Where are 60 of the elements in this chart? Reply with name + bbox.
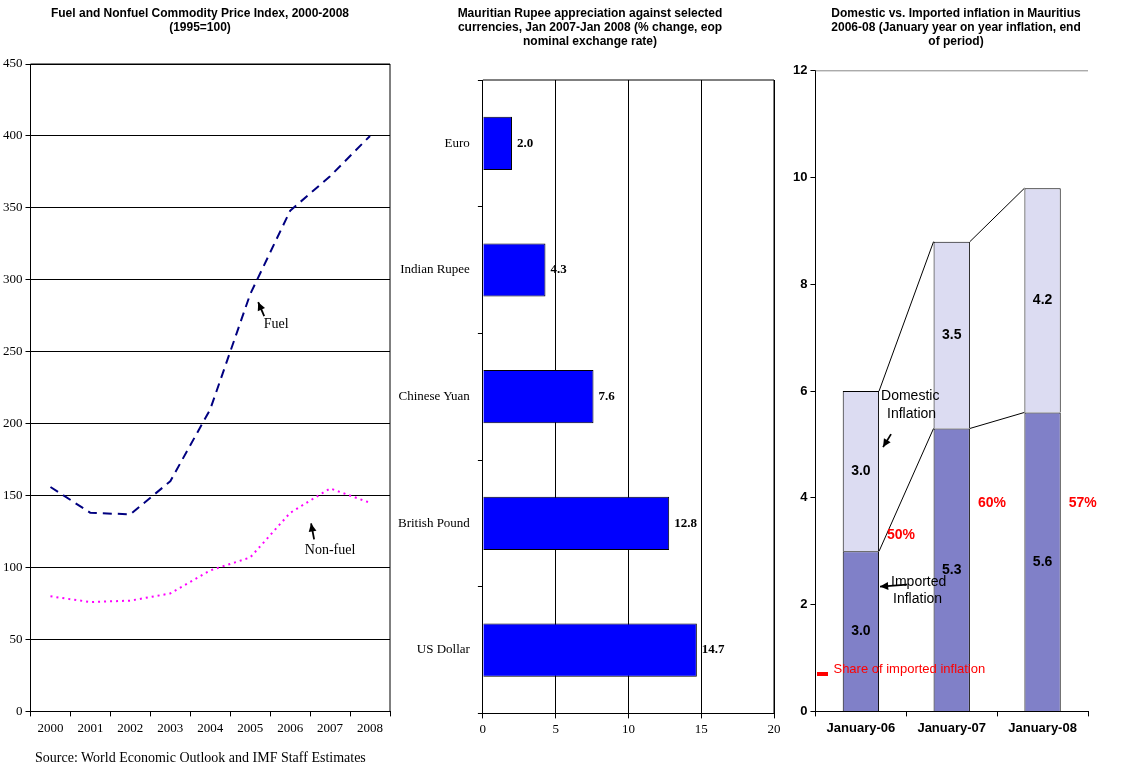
y-tick-label: 300 [3,271,23,287]
annotation: 57% [1068,494,1098,511]
y-tick-label: 200 [3,415,23,431]
x-tick-label: 2000 [37,719,64,735]
x-tick-label: 2004 [197,719,224,735]
line-series [49,134,372,516]
y-tick-label: 8 [800,275,808,291]
x-tick-label: 2003 [157,719,184,735]
y-tick-label: Chinese Yuan [398,388,471,404]
series-label: Fuel [263,315,289,331]
x-tick-label: January-08 [1008,719,1077,735]
x-tick-label: 15 [694,720,708,736]
y-tick-label: 50 [9,630,23,646]
data-label: 12.8 [674,514,698,530]
y-tick-label: 4 [800,489,809,505]
x-tick-label: 2008 [357,719,384,735]
data-label: 3.0 [851,621,871,638]
series-label: Imported Inflation [891,573,947,607]
x-tick-label: 0 [479,720,487,736]
y-tick-label: US Dollar [416,641,471,657]
y-tick-label: 350 [3,199,23,215]
data-label: 3.0 [851,462,871,479]
x-tick-label: January-06 [826,719,896,735]
y-tick-label: 0 [16,702,23,718]
y-tick-label: 250 [3,343,23,359]
annotation: 60% [977,494,1007,511]
chart-title: Domestic vs. Imported inflation in Mauritius 2006-08 (January year on year inflation, end of period) [830,6,1082,48]
data-label: 5.6 [1032,552,1053,569]
y-tick-label: 450 [3,55,23,71]
y-tick-label: 2 [800,596,808,612]
chart-title: Fuel and Nonfuel Commodity Price Index, 2000-2008 (1995=100) [49,6,351,34]
chart-title: Mauritian Rupee appreciation against selected currencies, Jan 2007-Jan 2008 (% change, eop nominal exchange rate) [456,6,724,48]
x-tick-label: 2001 [77,719,104,735]
data-label: 7.6 [598,388,616,404]
y-tick-label: 12 [792,62,808,78]
source-note: Source: World Economic Outlook and IMF Staff Estimates [35,750,366,766]
y-tick-label: 6 [800,382,808,398]
y-tick-label: Indian Rupee [400,261,471,277]
x-tick-label: 2005 [237,719,264,735]
y-tick-label: 150 [3,487,23,503]
x-tick-label: 20 [767,720,781,736]
y-tick-label: 100 [3,558,23,574]
data-label: 4.2 [1032,291,1053,308]
x-tick-label: 10 [621,720,635,736]
y-tick-label: 400 [3,127,23,143]
text: Non-fuel [304,542,356,558]
x-tick-label: January-07 [917,719,987,735]
y-tick-label: 0 [800,702,808,718]
data-label: 2.0 [516,134,534,150]
x-tick-label: 2007 [317,719,344,735]
x-tick-label: 2006 [277,719,304,735]
data-label: 14.7 [701,641,726,657]
x-tick-label: 2002 [117,719,144,735]
y-tick-label: Euro [444,134,470,150]
data-label: 3.5 [942,325,962,342]
y-tick-label: British Pound [398,514,471,530]
series-label: Domestic Inflation [881,386,940,421]
annotation: 50% [887,526,916,543]
x-tick-label: 5 [552,720,559,736]
y-tick-label: 10 [792,169,808,185]
